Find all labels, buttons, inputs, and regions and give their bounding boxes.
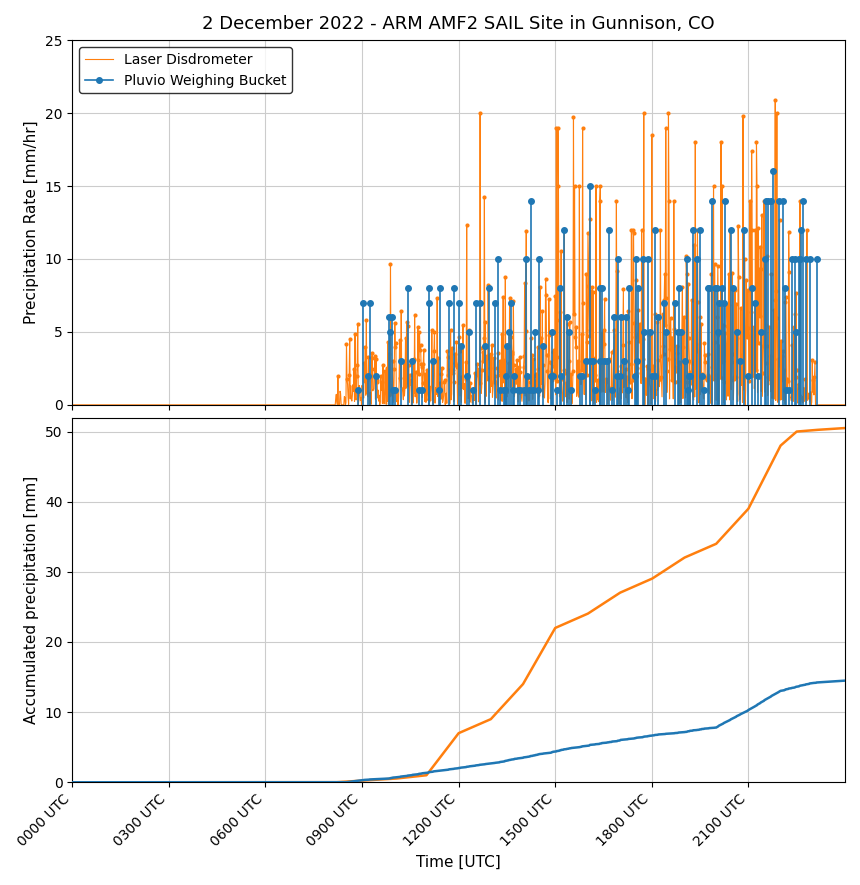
Laser Disdrometer [67, 399, 77, 410]
Laser Disdrometer [704, 389, 715, 399]
Y-axis label: Precipitation Rate [mm/hr]: Precipitation Rate [mm/hr] [24, 120, 40, 324]
Laser Disdrometer [389, 364, 399, 374]
Laser Disdrometer [770, 95, 780, 105]
Laser Disdrometer [371, 394, 381, 404]
Line: Laser Disdrometer: Laser Disdrometer [72, 100, 845, 404]
Y-axis label: Accumulated precipitation [mm]: Accumulated precipitation [mm] [24, 476, 40, 724]
X-axis label: Time [UTC]: Time [UTC] [416, 855, 501, 870]
Laser Disdrometer [771, 108, 782, 119]
Title: 2 December 2022 - ARM AMF2 SAIL Site in Gunnison, CO: 2 December 2022 - ARM AMF2 SAIL Site in … [202, 15, 715, 33]
Laser Disdrometer [237, 399, 248, 410]
Laser Disdrometer [577, 122, 587, 133]
Legend: Laser Disdrometer, Pluvio Weighing Bucket: Laser Disdrometer, Pluvio Weighing Bucke… [79, 47, 292, 93]
Laser Disdrometer [840, 399, 851, 410]
